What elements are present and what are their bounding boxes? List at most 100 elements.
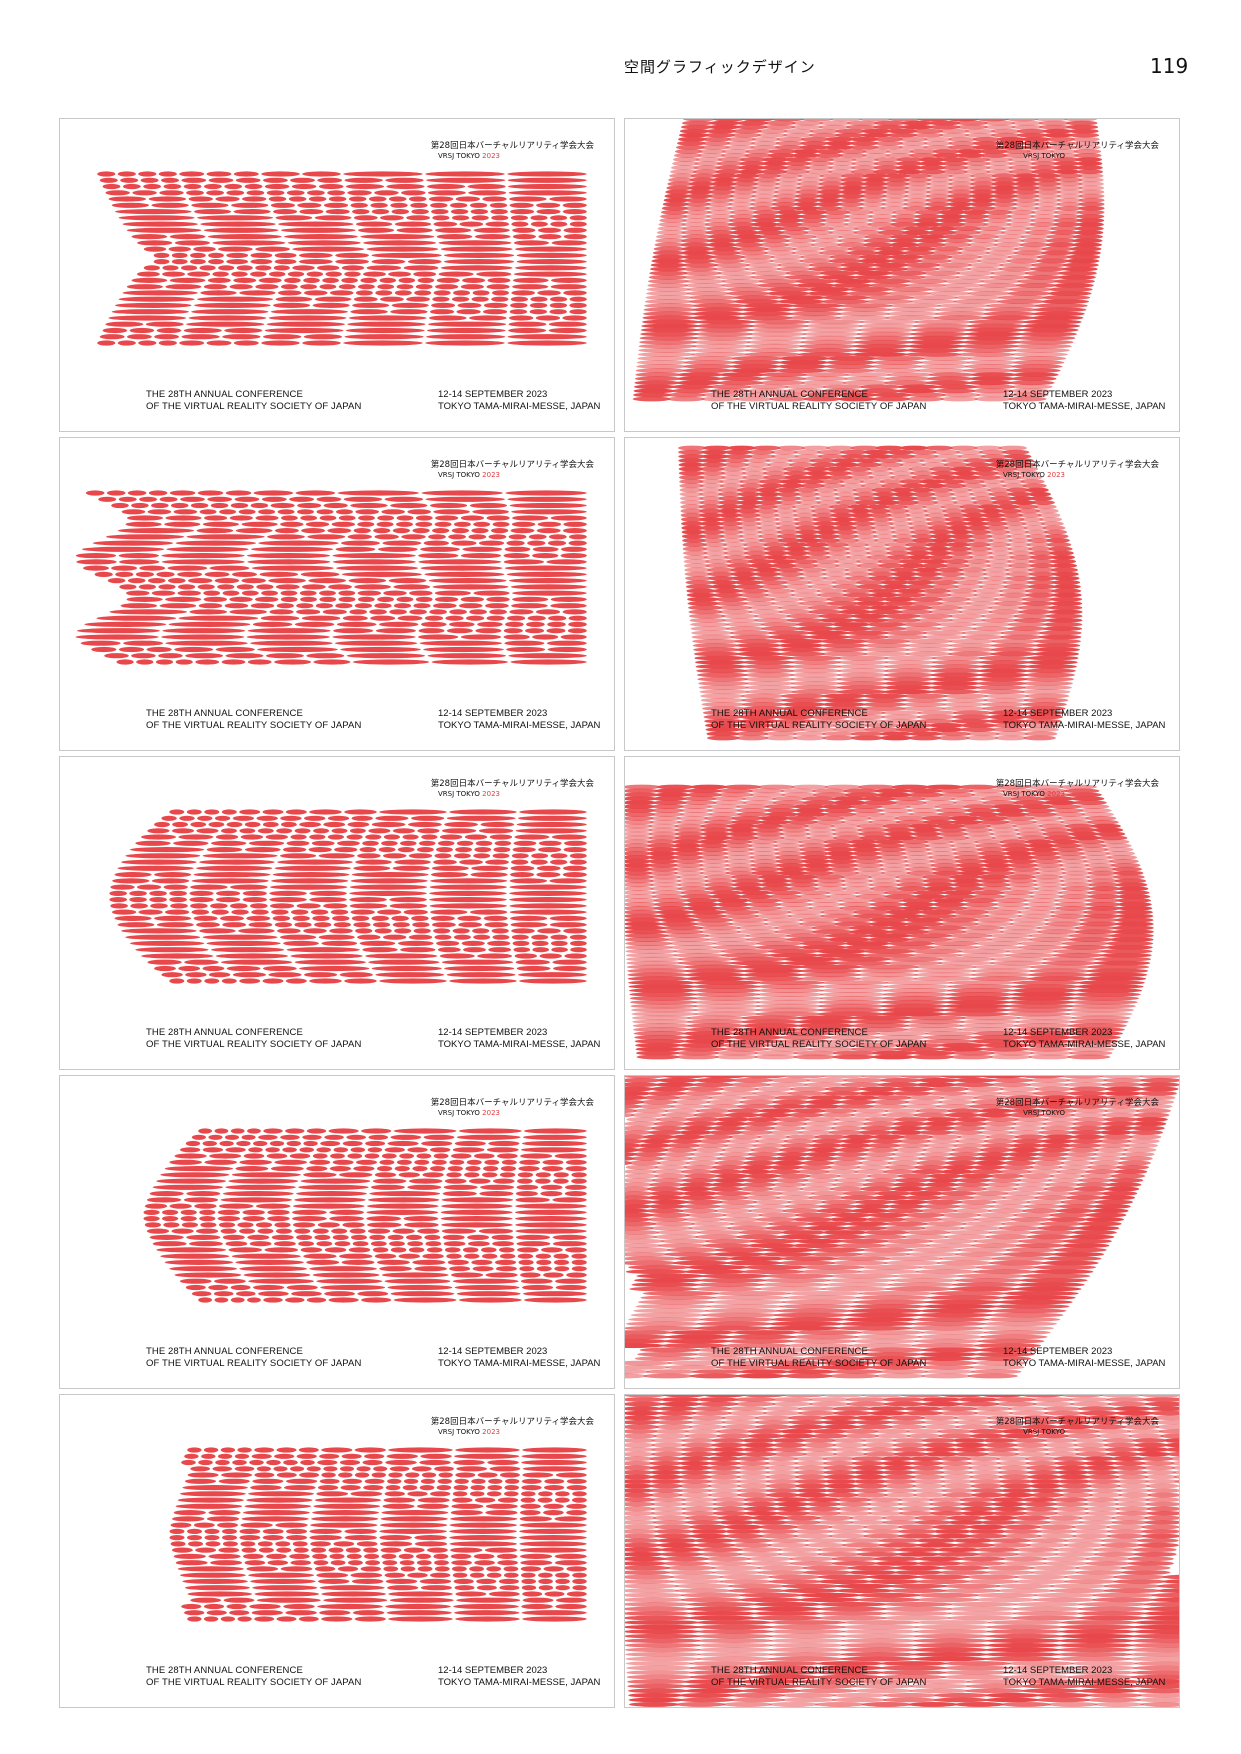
pattern-ellipse <box>662 1076 707 1079</box>
pattern-ellipse <box>886 960 943 966</box>
pattern-ellipse <box>778 647 825 653</box>
pattern-ellipse <box>297 509 314 515</box>
pattern-ellipse <box>693 303 746 309</box>
pattern-ellipse <box>862 702 907 707</box>
pattern-ellipse <box>1026 149 1055 154</box>
pattern-ellipse <box>948 554 973 560</box>
pattern-ellipse <box>224 1134 240 1140</box>
pattern-ellipse <box>752 445 781 451</box>
pattern-ellipse <box>807 630 850 636</box>
pattern-ellipse <box>519 1266 535 1272</box>
pattern-ellipse <box>812 1138 845 1144</box>
pattern-ellipse <box>421 1140 453 1147</box>
pattern-ellipse <box>739 161 766 166</box>
pattern-ellipse <box>763 475 789 480</box>
pattern-ellipse <box>850 808 884 813</box>
pattern-ellipse <box>306 1166 328 1172</box>
pattern-ellipse <box>625 808 656 813</box>
pattern-ellipse <box>684 209 712 215</box>
pattern-ellipse <box>945 517 968 522</box>
pattern-ellipse <box>673 858 703 864</box>
pattern-ellipse <box>782 706 826 711</box>
pattern-ellipse <box>993 808 1027 813</box>
pattern-ellipse <box>165 284 202 290</box>
pattern-ellipse <box>721 149 750 154</box>
pattern-ellipse <box>625 1173 659 1179</box>
pattern-ellipse <box>756 945 804 950</box>
pattern-ellipse <box>281 515 298 521</box>
pattern-ellipse <box>784 384 827 390</box>
pattern-ellipse <box>532 634 559 640</box>
pattern-ellipse <box>438 240 512 246</box>
pattern-ellipse <box>831 622 871 627</box>
pattern-ellipse <box>414 1266 447 1272</box>
pattern-ellipse <box>831 626 871 632</box>
pattern-ellipse <box>978 668 1029 674</box>
pattern-ellipse <box>847 250 879 256</box>
pattern-ellipse <box>350 502 388 509</box>
pattern-ellipse <box>908 339 966 345</box>
pattern-ellipse <box>519 809 587 815</box>
pattern-ellipse <box>491 528 509 534</box>
pattern-ellipse <box>1002 1104 1040 1109</box>
pattern-ellipse <box>924 886 957 892</box>
pattern-ellipse <box>968 533 992 539</box>
pattern-ellipse <box>742 470 767 476</box>
pattern-ellipse <box>185 1284 206 1291</box>
pattern-ellipse <box>861 189 887 195</box>
pattern-ellipse <box>849 843 879 849</box>
pattern-ellipse <box>370 1184 405 1190</box>
pattern-ellipse <box>1039 1143 1072 1148</box>
pattern-ellipse <box>333 1147 349 1153</box>
pattern-ellipse <box>231 202 269 208</box>
pattern-ellipse <box>242 1216 265 1222</box>
pattern-ellipse <box>294 1228 311 1234</box>
pattern-ellipse <box>821 804 854 809</box>
pattern-ellipse <box>828 1130 863 1135</box>
pattern-ellipse <box>126 227 202 233</box>
pattern-ellipse <box>730 960 787 966</box>
pattern-ellipse <box>740 258 774 264</box>
pattern-ellipse <box>1104 847 1134 852</box>
pattern-ellipse <box>367 1222 402 1228</box>
pattern-ellipse <box>474 847 492 853</box>
pattern-ellipse <box>1032 819 1064 825</box>
pattern-ellipse <box>885 546 911 552</box>
pattern-ellipse <box>267 1209 290 1215</box>
pattern-ellipse <box>951 718 991 724</box>
pattern-ellipse <box>473 590 510 596</box>
pattern-ellipse <box>753 571 781 577</box>
pattern-ellipse <box>818 1003 886 1009</box>
pattern-ellipse <box>846 209 874 215</box>
pattern-ellipse <box>190 884 228 890</box>
pattern-ellipse <box>737 512 760 518</box>
pattern-ellipse <box>901 483 926 489</box>
pattern-ellipse <box>915 1082 957 1088</box>
pattern-ellipse <box>516 965 551 972</box>
pattern-ellipse <box>984 1182 1020 1188</box>
pattern-ellipse <box>666 1143 700 1148</box>
pattern-ellipse <box>679 475 705 480</box>
pattern-ellipse <box>906 788 942 794</box>
pattern-ellipse <box>930 672 982 678</box>
pattern-ellipse <box>1079 921 1119 927</box>
pattern-ellipse <box>1053 161 1080 166</box>
pattern-ellipse <box>927 550 952 556</box>
pattern-ellipse <box>416 1153 432 1159</box>
pattern-ellipse <box>787 913 825 919</box>
pattern-ellipse <box>627 976 689 982</box>
pattern-ellipse <box>625 925 666 931</box>
pattern-ellipse <box>799 917 838 923</box>
pattern-ellipse <box>721 475 747 480</box>
pattern-ellipse <box>1034 866 1065 872</box>
pattern-ellipse <box>719 521 742 527</box>
pattern-ellipse <box>862 153 890 158</box>
pattern-ellipse <box>932 475 958 480</box>
pattern-ellipse <box>537 227 562 233</box>
pattern-ellipse <box>988 609 1023 615</box>
pattern-ellipse <box>625 784 661 790</box>
pattern-ellipse <box>705 937 750 942</box>
pattern-ellipse <box>1004 874 1036 880</box>
pattern-ellipse <box>851 617 888 623</box>
pattern-ellipse <box>939 128 970 134</box>
